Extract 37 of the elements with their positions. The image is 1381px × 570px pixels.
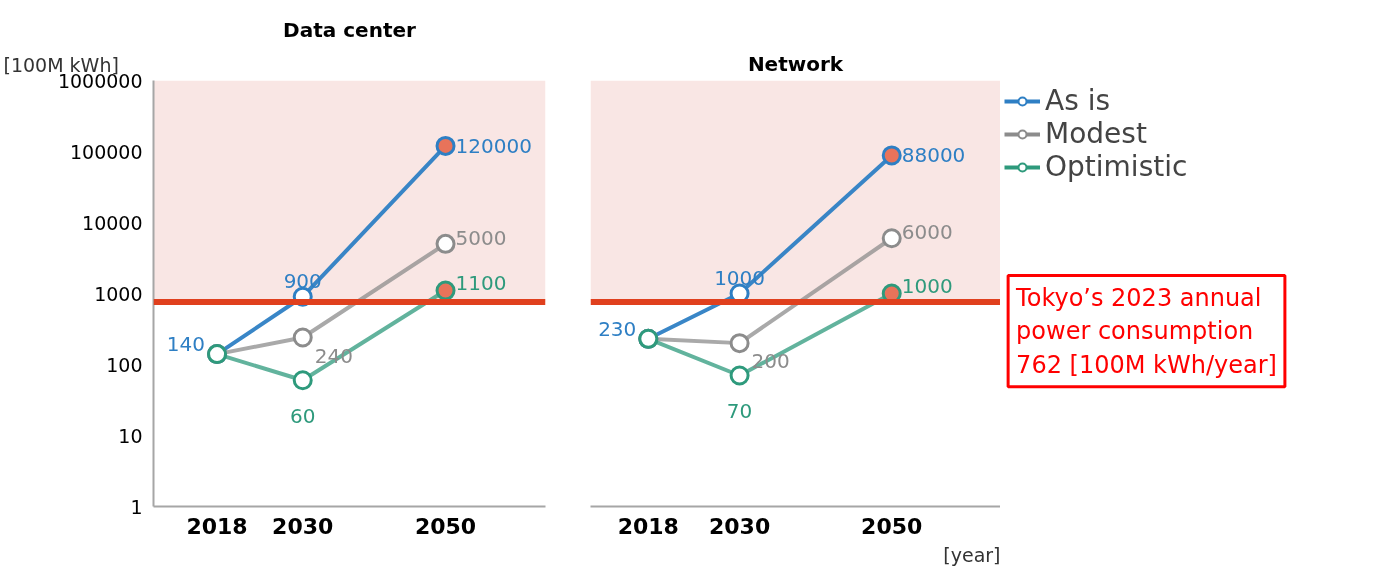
y-tick-label: 1000 <box>94 282 143 305</box>
legend-label: Optimistic <box>1045 150 1188 183</box>
point <box>292 370 313 391</box>
data-label: 140 <box>166 332 206 357</box>
data-label: 1000 <box>901 273 953 298</box>
data-label: 88000 <box>901 143 966 168</box>
data-label: 120000 <box>455 133 532 158</box>
y-tick-label: 1 <box>130 495 143 518</box>
x-tick-label: 2050 <box>861 513 923 539</box>
data-label: 1100 <box>455 270 507 295</box>
point <box>292 327 313 348</box>
x-tick-label: 2050 <box>414 513 477 539</box>
y-tick-label: 100000 <box>69 140 143 163</box>
data-label: 70 <box>726 399 753 424</box>
ref-line-label: Tokyo’s 2023 annual power consumption 762 [100M kWh/year] <box>1015 283 1277 379</box>
point <box>881 228 902 249</box>
point <box>435 233 456 254</box>
point <box>881 145 902 166</box>
x-tick-label: 2018 <box>617 513 679 539</box>
point <box>435 135 456 156</box>
chart-title: Network <box>747 51 844 76</box>
point <box>729 333 750 354</box>
legend-label: Modest <box>1045 117 1147 150</box>
data-label: 230 <box>598 316 637 341</box>
x-axis-title: [year] <box>943 543 1001 566</box>
data-label: 6000 <box>901 220 953 245</box>
y-tick-label: 10000 <box>82 211 143 234</box>
y-tick-label: 10 <box>118 424 143 447</box>
chart-title: Data center <box>283 17 417 42</box>
y-tick-label: 100 <box>106 353 143 376</box>
data-label: 60 <box>290 404 316 429</box>
data-label: 5000 <box>455 225 507 250</box>
x-tick-label: 2030 <box>272 513 334 539</box>
x-tick-label: 2030 <box>708 513 771 539</box>
x-tick-label: 2018 <box>186 513 248 539</box>
point <box>729 365 750 386</box>
legend-label: As is <box>1045 84 1111 117</box>
